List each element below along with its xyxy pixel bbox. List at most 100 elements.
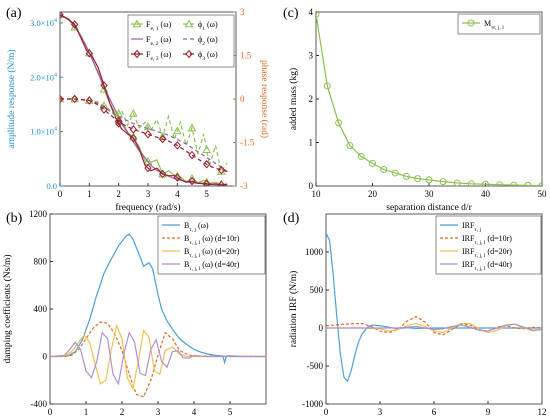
series-0-point [60, 12, 65, 19]
series-3-line [60, 98, 228, 173]
y-tick-label-left: 0.0 [46, 181, 57, 191]
y-tick-label: 1200 [29, 209, 48, 219]
x-tick-label: 3 [146, 189, 151, 199]
legend-marker [184, 19, 194, 28]
y-tick-label: 2 [309, 94, 314, 104]
x-tick-label: 5 [228, 407, 233, 417]
x-tick-label: 9 [486, 407, 491, 417]
legend-label: ϕ3 (ω) [198, 50, 218, 62]
series-2-point [60, 12, 64, 19]
legend-label: Fe, 1 (ω) [146, 20, 171, 32]
y-tick-label-left: 3.0×104 [30, 18, 57, 28]
legend-label: IRFτ, j [462, 221, 481, 233]
series-0-point [439, 178, 447, 186]
series-2-point [71, 20, 79, 29]
series-0 [326, 232, 542, 383]
y-tick-label: 0 [319, 323, 324, 333]
legend: Bτ, j (ω)Bτ, j, l (ω) (d=10r)Bτ, j, l (ω… [157, 215, 266, 275]
series-0-point [425, 176, 433, 184]
plot-frame [315, 11, 543, 187]
series-5-point [100, 105, 108, 114]
legend-label: IRFτ, j, l (d=40r) [462, 260, 512, 272]
panel-label-c: (c) [283, 6, 299, 21]
series-0-point [380, 165, 388, 173]
series-2-point [173, 173, 181, 182]
series-3-line [50, 331, 266, 386]
series-5-point [173, 141, 181, 150]
series-4 [60, 98, 228, 172]
x-tick-label: 50 [538, 189, 548, 199]
series-5-point [71, 94, 79, 104]
legend-label: M∞, j, l [484, 19, 504, 31]
series-0 [316, 12, 542, 186]
series-2-line [60, 14, 228, 186]
y-tick-label-left: 1.0×104 [30, 127, 57, 137]
panel-label-a: (a) [6, 6, 22, 21]
series-0-point [467, 180, 475, 186]
series-0-point [538, 182, 542, 186]
legend-label: IRFτ, j, l (d=10r) [462, 234, 512, 246]
y-tick-label: 800 [34, 257, 48, 267]
series-3-point [128, 108, 138, 117]
panel-c: (c) 10 20 30 40 50 0 1 2 3 4 separation distance d… [283, 6, 547, 213]
x-tick-label: 3 [378, 407, 383, 417]
series-5-point [144, 130, 152, 139]
series-0-point [84, 48, 94, 57]
legend-marker [133, 49, 141, 59]
series-2-line [50, 323, 266, 391]
series-0-point [369, 159, 376, 167]
legend-label: Bτ, j, l (ω) (d=20r) [184, 247, 240, 259]
y-axis-label: added mass (kg) [288, 68, 299, 130]
y-tick-label: -400 [31, 399, 48, 409]
y-tick-label-right: 1.5 [240, 51, 252, 61]
x-tick-label: 0 [48, 407, 53, 417]
series-3-point [114, 108, 124, 117]
series-2-point [144, 163, 152, 173]
series-0-point [524, 181, 532, 186]
series-0 [50, 233, 266, 365]
panel-label-d: (d) [283, 211, 300, 226]
x-tick-label: 2 [116, 189, 121, 199]
panel-label-b: (b) [6, 211, 23, 226]
legend-label: IRFτ, j, l (d=20r) [462, 247, 512, 259]
x-axis-label: frequency (rad/s) [115, 202, 180, 213]
series-5 [60, 94, 228, 175]
legend-marker [185, 49, 193, 59]
series-1 [326, 315, 542, 336]
y-tick-label-right: -1.5 [240, 138, 255, 148]
series-5-point [115, 116, 123, 126]
series-2-point [188, 176, 196, 186]
series-0-point [357, 152, 365, 160]
x-tick-label: 0 [324, 407, 329, 417]
series-5-point [203, 159, 211, 169]
series-0-point [402, 172, 410, 180]
series-5-point [129, 125, 137, 134]
legend-label: ϕ2 (ω) [198, 35, 218, 47]
y-tick-label: 500 [310, 285, 324, 295]
y-tick-label-left: 2.0×104 [30, 72, 57, 82]
series-0-point [202, 177, 212, 186]
series-3-point [172, 126, 182, 135]
x-axis-label: separation distance d/r [386, 203, 472, 213]
legend-label: Fe, 3 (ω) [146, 50, 171, 62]
series-2-point [129, 133, 137, 143]
y-axis-label-left: amplitude response (N/m) [6, 49, 17, 148]
x-tick-label: 1 [87, 189, 92, 199]
series-2 [60, 12, 228, 186]
series-5-point [188, 150, 196, 160]
panel-a: (a) 0 1 2 3 4 5 0.0 1.0×104 2.0×104 3.0×104 3 1.5 0 -… [6, 6, 270, 213]
series-0-point [482, 180, 489, 186]
series-5-point [60, 94, 64, 104]
y-axis-label: damping coefficients (Ns/m) [2, 254, 13, 363]
x-tick-label: 3 [156, 407, 161, 417]
x-tick-label: 1 [84, 407, 89, 417]
legend-label: Bτ, j (ω) [184, 221, 209, 233]
y-tick-label-right: -3 [240, 181, 248, 191]
series-0-point [346, 142, 354, 150]
legend-box [435, 215, 542, 275]
series-0-point [335, 119, 343, 127]
legend-label: ϕ1 (ω) [198, 20, 218, 32]
series-3-point [187, 123, 197, 132]
series-0-line [316, 14, 542, 186]
